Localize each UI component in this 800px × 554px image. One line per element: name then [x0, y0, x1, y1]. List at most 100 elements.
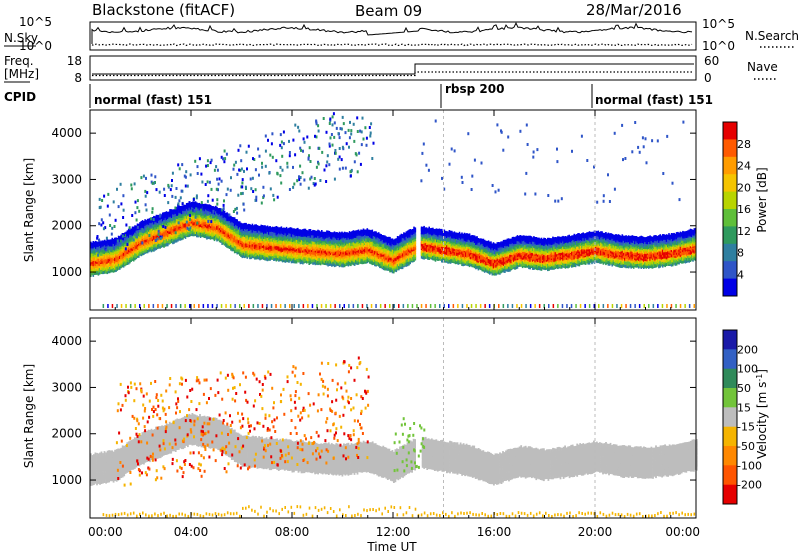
power-cell [340, 232, 342, 237]
power-cell [292, 228, 294, 233]
power-cell [389, 268, 391, 273]
power-cell [333, 231, 336, 236]
power-cell [329, 261, 332, 266]
power-cell [225, 225, 227, 230]
power-cell [391, 269, 394, 274]
power-cell [386, 266, 389, 271]
power-cell [141, 220, 144, 225]
power-cell [227, 215, 230, 220]
power-cell [130, 239, 132, 244]
power-cell [283, 250, 285, 255]
power-cell [129, 229, 131, 234]
power-cell [203, 210, 206, 215]
power-cell [280, 246, 283, 250]
power-cell [290, 227, 293, 232]
power-cell [405, 262, 408, 267]
power-cell [218, 231, 221, 236]
power-cell [374, 231, 376, 236]
power-cell [192, 203, 194, 208]
power-cell [405, 241, 408, 246]
power-cell [140, 221, 143, 225]
power-cell [328, 242, 331, 246]
power-cell [135, 228, 138, 233]
power-cell [156, 214, 159, 219]
power-cell [211, 228, 213, 233]
power-cell [150, 231, 153, 236]
power-cell [240, 227, 242, 232]
power-cell [399, 262, 401, 267]
power-cell [251, 232, 254, 237]
power-cell [158, 242, 160, 247]
power-cell [348, 256, 351, 261]
power-cell [101, 248, 103, 253]
power-cell [90, 267, 92, 272]
power-cell [163, 218, 165, 223]
power-cell [155, 230, 158, 235]
power-cell [155, 221, 158, 226]
power-cell [299, 249, 302, 254]
power-cell [122, 248, 125, 253]
power-cell [228, 233, 231, 238]
power-cell [213, 226, 216, 230]
power-cell [255, 227, 257, 231]
power-cell [399, 237, 401, 242]
power-cell [141, 243, 144, 248]
power-cell [251, 226, 254, 231]
power-cell [265, 252, 268, 257]
power-cell [182, 205, 184, 210]
power-cell [131, 226, 134, 231]
power-cell [358, 246, 361, 250]
power-cell [263, 251, 265, 256]
power-cell [334, 262, 337, 267]
power-cell [250, 225, 252, 229]
power-cell [331, 234, 333, 239]
power-cell [274, 238, 276, 243]
power-cell [172, 225, 174, 229]
power-cell [260, 253, 262, 258]
power-cell [340, 257, 342, 262]
power-cell [202, 218, 204, 223]
power-cell [280, 240, 283, 245]
power-cell [188, 232, 191, 237]
power-cell [117, 254, 120, 259]
power-cell [246, 224, 249, 229]
power-cell [308, 244, 310, 249]
power-cell [108, 239, 111, 244]
power-cell [280, 226, 283, 231]
power-cell [120, 236, 122, 241]
power-cell [322, 251, 324, 256]
cpid-segment-2: rbsp 200 [445, 82, 504, 96]
power-cell [148, 248, 150, 253]
power-cell [107, 251, 110, 255]
power-cell [197, 213, 199, 218]
power-cell [168, 225, 170, 230]
power-cell [125, 251, 127, 256]
power-cell [185, 217, 188, 222]
power-cell [353, 230, 356, 235]
power-cell [346, 254, 348, 259]
power-cell [257, 235, 260, 240]
power-cell [206, 224, 208, 229]
power-cell [163, 243, 165, 248]
power-cell [324, 256, 327, 261]
power-cell [270, 255, 273, 260]
power-cell [375, 252, 377, 257]
power-cell [300, 229, 303, 234]
power-cell [216, 224, 218, 229]
power-cell [271, 236, 274, 241]
power-cell [322, 244, 324, 249]
power-cell [273, 232, 275, 237]
power-cell [250, 241, 252, 246]
power-cell [235, 219, 237, 223]
power-cell [352, 255, 355, 260]
power-cell [127, 243, 130, 248]
power-cell [307, 252, 309, 257]
power-cell [278, 257, 280, 262]
power-cell [329, 256, 332, 261]
power-cell [337, 232, 340, 237]
power-cell [370, 237, 372, 242]
power-cell [233, 235, 236, 239]
power-cell [286, 228, 289, 233]
power-cell [356, 241, 358, 246]
power-cell [106, 270, 108, 275]
